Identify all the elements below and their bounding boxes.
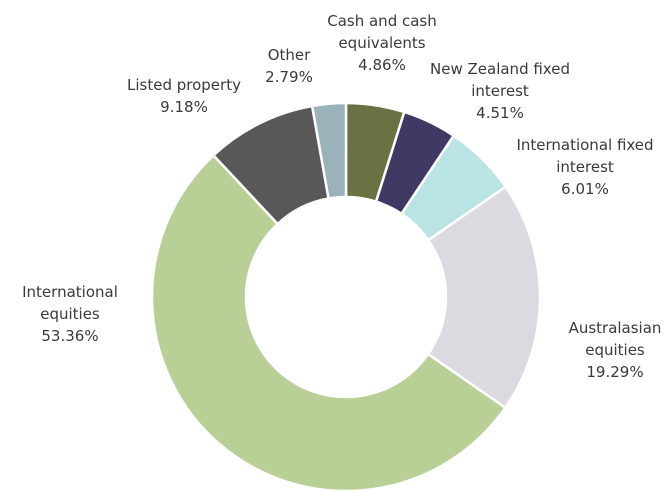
donut-slice <box>426 185 542 410</box>
category-name: Other <box>267 46 311 64</box>
category-name: Listed property <box>127 76 241 94</box>
slice-label: International equities 53.36% <box>5 281 135 347</box>
category-name: International fixed interest <box>516 136 654 176</box>
value-label: 4.51% <box>476 104 524 122</box>
category-name: Australasian equities <box>568 319 662 359</box>
value-label: 9.18% <box>160 98 208 116</box>
category-name: Cash and cash equivalents <box>327 12 437 52</box>
value-label: 4.86% <box>358 56 406 74</box>
value-label: 6.01% <box>561 180 609 198</box>
value-label: 2.79% <box>265 68 313 86</box>
category-name: New Zealand fixed interest <box>430 60 570 100</box>
slice-label: Other 2.79% <box>239 44 339 88</box>
slice-label: New Zealand fixed interest 4.51% <box>430 58 570 124</box>
slice-label: Cash and cash equivalents 4.86% <box>307 10 457 76</box>
slice-label: Listed property 9.18% <box>74 74 294 118</box>
slice-label: International fixed interest 6.01% <box>515 134 655 200</box>
value-label: 19.29% <box>586 363 644 381</box>
slice-label: Australasian equities 19.29% <box>550 317 672 383</box>
donut-slice <box>310 101 348 200</box>
category-name: International equities <box>22 283 118 323</box>
value-label: 53.36% <box>41 327 99 345</box>
